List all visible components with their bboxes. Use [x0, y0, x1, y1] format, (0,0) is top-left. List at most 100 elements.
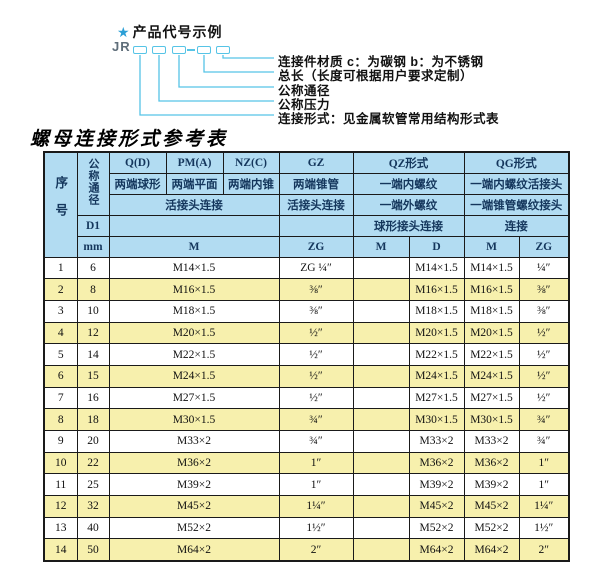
cell-gz-zg: ½″ [278, 343, 354, 366]
header-m-wide: M [108, 235, 280, 258]
cell-thread-m: M16×1.5 [108, 278, 280, 301]
header-qz-desc2: 一端外螺纹 [352, 193, 465, 216]
table-row: 10 22 M36×2 1″ M36×2 M36×2 1″ [43, 451, 570, 475]
code-segment-box-1 [133, 46, 147, 54]
cell-qz-d: M45×2 [408, 495, 465, 518]
cell-qg-zg: 2″ [518, 538, 570, 562]
cell-qg-zg: ⅜″ [518, 278, 570, 301]
header-blank-gz [278, 214, 354, 237]
cell-thread-m: M20×1.5 [108, 321, 280, 345]
product-code-example-title: ★ 产品代号示例 [117, 22, 223, 42]
cell-seq: 7 [43, 386, 78, 410]
header-gz-connection: 活接头连接 [278, 193, 354, 216]
cell-qg-zg: ½″ [518, 343, 570, 366]
cell-qg-zg: 1″ [518, 473, 570, 497]
cell-qz-d: M24×1.5 [408, 364, 465, 388]
cell-thread-m: M22×1.5 [108, 343, 280, 366]
table-row: 11 25 M39×2 1″ M39×2 M39×2 1″ [43, 473, 570, 497]
cell-qg-m: M33×2 [463, 430, 520, 453]
cell-qg-m: M16×1.5 [463, 278, 520, 301]
cell-gz-zg: ZG ¼″ [278, 256, 354, 280]
cell-qz-d: M33×2 [408, 430, 465, 453]
cell-diameter-mm: 6 [76, 256, 110, 280]
cell-qz-m [352, 364, 410, 388]
header-mm: mm [76, 235, 110, 258]
cell-qz-d: M64×2 [408, 538, 465, 562]
cell-qz-m [352, 538, 410, 562]
cell-diameter-mm: 15 [76, 364, 110, 388]
code-connector-lines [139, 55, 274, 116]
header-qz-desc1: 一端内螺纹 [352, 172, 465, 195]
table-row: 7 16 M27×1.5 ½″ M27×1.5 M27×1.5 ½″ [43, 386, 570, 410]
cell-diameter-mm: 22 [76, 451, 110, 475]
header-gz: GZ [278, 151, 354, 174]
header-qg-desc2: 一端锥管螺纹接头 [463, 193, 570, 216]
label-connector-material: 连接件材质 c：为碳钢 b：为不锈钢 [278, 55, 484, 69]
cell-seq: 10 [43, 451, 78, 475]
cell-qz-m [352, 495, 410, 518]
cell-qg-zg: ½″ [518, 364, 570, 388]
cell-thread-m: M30×1.5 [108, 408, 280, 431]
cell-thread-m: M24×1.5 [108, 364, 280, 388]
cell-qz-d: M16×1.5 [408, 278, 465, 301]
cell-qg-zg: 1¼″ [518, 495, 570, 518]
header-q-desc: 两端球形 [108, 172, 167, 195]
header-seq: 序号 [43, 151, 78, 258]
cell-qg-zg: ¾″ [518, 408, 570, 431]
cell-thread-m: M14×1.5 [108, 256, 280, 280]
cell-seq: 2 [43, 278, 78, 301]
cell-seq: 3 [43, 299, 78, 323]
cell-thread-m: M36×2 [108, 451, 280, 475]
cell-gz-zg: ¾″ [278, 408, 354, 431]
cell-qg-m: M45×2 [463, 495, 520, 518]
header-qg-m: M [463, 235, 520, 258]
cell-diameter-mm: 10 [76, 299, 110, 323]
cell-qg-m: M18×1.5 [463, 299, 520, 323]
header-left-connection: 活接头连接 [108, 193, 280, 216]
cell-qz-m [352, 256, 410, 280]
label-connection-form: 连接形式：见金属软管常用结构形式表 [278, 112, 500, 126]
cell-thread-m: M27×1.5 [108, 386, 280, 410]
cell-thread-m: M52×2 [108, 516, 280, 540]
cell-qz-d: M36×2 [408, 451, 465, 475]
cell-qg-m: M30×1.5 [463, 408, 520, 431]
cell-qg-m: M64×2 [463, 538, 520, 562]
header-pm-desc: 两端平面 [165, 172, 224, 195]
label-nominal-diameter: 公称通径 [278, 84, 331, 98]
cell-diameter-mm: 40 [76, 516, 110, 540]
cell-qz-m [352, 278, 410, 301]
cell-qg-zg: 1″ [518, 451, 570, 475]
table-row: 13 40 M52×2 1½″ M52×2 M52×2 1½″ [43, 516, 570, 540]
cell-qz-d: M52×2 [408, 516, 465, 540]
table-row: 1 6 M14×1.5 ZG ¼″ M14×1.5 M14×1.5 ¼″ [43, 256, 570, 280]
code-segment-box-5 [216, 46, 230, 54]
header-nz: NZ(C) [222, 151, 280, 174]
cell-seq: 6 [43, 364, 78, 388]
cell-thread-m: M33×2 [108, 430, 280, 453]
cell-qg-zg: ¾″ [518, 430, 570, 453]
cell-qz-m [352, 299, 410, 323]
product-code-example-label: 产品代号示例 [132, 24, 223, 40]
cell-diameter-mm: 32 [76, 495, 110, 518]
table-row: 3 10 M18×1.5 ⅜″ M18×1.5 M18×1.5 ⅜″ [43, 299, 570, 323]
cell-qz-d: M39×2 [408, 473, 465, 497]
cell-qz-m [352, 408, 410, 431]
table-row: 8 18 M30×1.5 ¾″ M30×1.5 M30×1.5 ¾″ [43, 408, 570, 431]
cell-gz-zg: ¾″ [278, 430, 354, 453]
code-segment-box-2 [152, 46, 166, 54]
header-pm: PM(A) [165, 151, 224, 174]
cell-qg-m: M39×2 [463, 473, 520, 497]
table-row: 5 14 M22×1.5 ½″ M22×1.5 M22×1.5 ½″ [43, 343, 570, 366]
table-body: 1 6 M14×1.5 ZG ¼″ M14×1.5 M14×1.5 ¼″ 2 8… [43, 256, 570, 562]
cell-diameter-mm: 8 [76, 278, 110, 301]
header-qz-m: M [352, 235, 410, 258]
header-qg-connection: 连接 [463, 214, 570, 237]
header-q: Q(D) [108, 151, 167, 174]
cell-diameter-mm: 50 [76, 538, 110, 562]
cell-qg-zg: 1½″ [518, 516, 570, 540]
table-row: 2 8 M16×1.5 ⅜″ M16×1.5 M16×1.5 ⅜″ [43, 278, 570, 301]
cell-diameter-mm: 12 [76, 321, 110, 345]
cell-seq: 14 [43, 538, 78, 562]
cell-seq: 12 [43, 495, 78, 518]
